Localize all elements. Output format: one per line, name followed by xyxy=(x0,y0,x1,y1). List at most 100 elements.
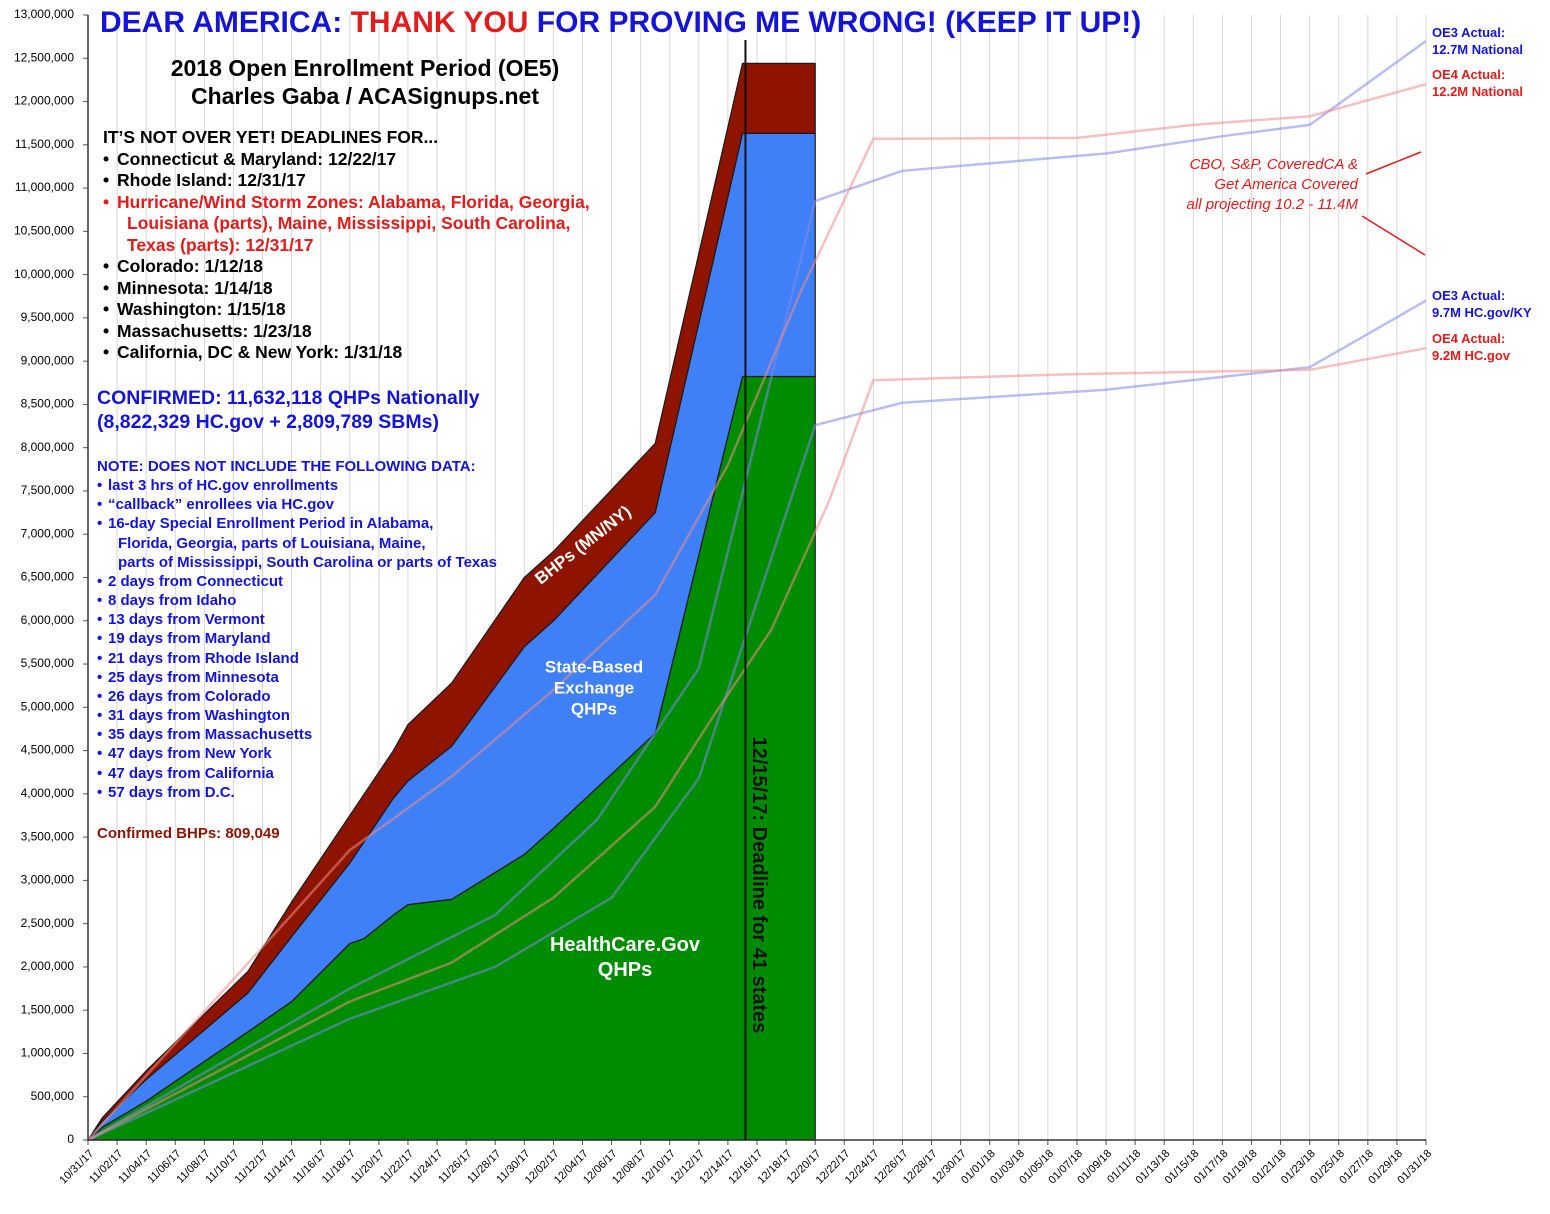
note-item: 8 days from Idaho xyxy=(97,591,497,610)
note-line: 16-day Special Enrollment Period in Alab… xyxy=(108,515,434,533)
deadline-line-text: California, DC & New York: 1/31/18 xyxy=(117,342,403,362)
y-tick-label: 4,000,000 xyxy=(21,786,75,800)
y-tick-label: 5,500,000 xyxy=(21,656,75,670)
projection-line: all projecting 10.2 - 11.4M xyxy=(1186,196,1358,213)
deadline-item: California, DC & New York: 1/31/18 xyxy=(103,342,590,364)
deadline-item: Rhode Island: 12/31/17 xyxy=(103,170,590,192)
note-line: 13 days from Vermont xyxy=(108,611,265,629)
note: NOTE: DOES NOT INCLUDE THE FOLLOWING DAT… xyxy=(97,457,497,802)
projection-line: CBO, S&P, CoveredCA & xyxy=(1189,156,1358,173)
y-tick-label: 8,500,000 xyxy=(21,397,75,411)
title-part: FOR PROVING ME WRONG! (KEEP IT UP!) xyxy=(536,6,1142,39)
line xyxy=(87,39,1427,1142)
note-item: 57 days from D.C. xyxy=(97,783,497,802)
note-item: 31 days from Washington xyxy=(97,706,497,725)
y-tick-label: 2,000,000 xyxy=(21,959,75,973)
note-line: 2 days from Connecticut xyxy=(108,572,284,590)
y-tick-label: 1,000,000 xyxy=(21,1046,75,1060)
deadline-item: Massachusetts: 1/23/18 xyxy=(103,321,590,343)
line-label: OE4 Actual: 9.2M HC.gov xyxy=(1432,330,1510,364)
deadline-item: Minnesota: 1/14/18 xyxy=(103,278,590,300)
y-tick-label: 5,000,000 xyxy=(21,699,75,713)
note-item: 2 days from Connecticut xyxy=(97,572,497,591)
line-label-line: OE4 Actual: xyxy=(1432,67,1506,82)
deadline-item: Hurricane/Wind Storm Zones: Alabama, Flo… xyxy=(103,192,590,257)
note-line: 8 days from Idaho xyxy=(108,592,237,610)
y-tick-label: 2,500,000 xyxy=(21,916,75,930)
note-line: “callback” enrollees via HC.gov xyxy=(108,496,334,514)
subtitle-line: Charles Gaba / ACASignups.net xyxy=(190,83,540,109)
y-tick-label: 11,500,000 xyxy=(15,137,74,151)
line-label: OE3 Actual: 12.7M National xyxy=(1432,24,1523,58)
line xyxy=(87,299,1427,1142)
note-line: 47 days from California xyxy=(108,764,274,782)
y-tick-label: 6,000,000 xyxy=(21,613,75,627)
deadlines: IT’S NOT OVER YET! DEADLINES FOR... Conn… xyxy=(103,127,590,364)
deadline-label: 12/15/17: Deadline for 41 states xyxy=(748,737,770,1034)
line-label-line: 12.2M National xyxy=(1432,84,1524,99)
y-tick-label: 0 xyxy=(67,1132,74,1146)
note-item: 13 days from Vermont xyxy=(97,610,497,629)
note-line: parts of Mississippi, South Carolina or … xyxy=(118,553,497,571)
note-line: last 3 hrs of HC.gov enrollments xyxy=(108,477,339,495)
y-tick-label: 7,500,000 xyxy=(21,483,75,497)
deadline-line-text: Louisiana (parts), Maine, Mississippi, S… xyxy=(127,213,571,233)
line-label-line: 9.2M HC.gov xyxy=(1432,348,1511,363)
note-line: 47 days from New York xyxy=(108,745,272,763)
y-tick-label: 13,000,000 xyxy=(14,7,74,21)
y-tick-label: 6,500,000 xyxy=(21,570,75,584)
note-item: “callback” enrollees via HC.gov xyxy=(97,495,497,514)
deadline-item: Washington: 1/15/18 xyxy=(103,299,590,321)
deadline-line-text: Washington: 1/15/18 xyxy=(117,299,286,319)
deadline-line-text: Colorado: 1/12/18 xyxy=(117,256,263,276)
y-tick-label: 7,000,000 xyxy=(21,526,75,540)
y-tick-label: 500,000 xyxy=(31,1089,75,1103)
deadline-line-text: Texas (parts): 12/31/17 xyxy=(127,234,314,255)
series-label: HealthCare.Gov QHPs xyxy=(549,934,701,981)
line-label-line: 12.7M National xyxy=(1432,42,1524,57)
projection-line: Get America Covered xyxy=(1214,176,1358,193)
y-tick-label: 9,000,000 xyxy=(21,353,75,367)
note-line: 31 days from Washington xyxy=(108,707,290,725)
note-item: 16-day Special Enrollment Period in Alab… xyxy=(97,514,497,571)
note-line: 35 days from Massachusetts xyxy=(108,726,313,744)
title-part: THANK YOU xyxy=(350,6,529,39)
line-label-line: OE3 Actual: xyxy=(1432,288,1506,303)
deadline-line-text: Rhode Island: 12/31/17 xyxy=(117,170,306,190)
y-tick-label: 9,500,000 xyxy=(21,310,75,324)
y-tick-label: 3,500,000 xyxy=(21,829,75,843)
line-label-line: OE3 Actual: xyxy=(1432,25,1506,40)
line-label: OE4 Actual: 12.2M National xyxy=(1432,66,1523,100)
subtitle-line: 2018 Open Enrollment Period (OE5) xyxy=(170,55,560,81)
line xyxy=(87,346,1427,1142)
chart-title: DEAR AMERICA: THANK YOU FOR PROVING ME WRO… xyxy=(100,6,1150,40)
y-tick-label: 4,500,000 xyxy=(21,743,75,757)
y-tick-label: 12,500,000 xyxy=(14,50,74,64)
y-tick-label: 1,500,000 xyxy=(21,1002,75,1016)
line xyxy=(87,82,1427,1141)
projection-note: CBO, S&P, CoveredCA & Get America Covere… xyxy=(1110,155,1358,215)
area xyxy=(87,62,816,1141)
line-label-line: OE4 Actual: xyxy=(1432,331,1506,346)
y-tick-label: 11,000,000 xyxy=(15,180,74,194)
note-line: 21 days from Rhode Island xyxy=(108,649,299,667)
confirmed-line: CONFIRMED: 11,632,118 QHPs Nationally xyxy=(97,387,480,409)
y-tick-label: 10,000,000 xyxy=(14,267,74,281)
deadline-line-text: Massachusetts: 1/23/18 xyxy=(117,320,312,341)
deadline-item: Connecticut & Maryland: 12/22/17 xyxy=(103,149,590,171)
deadline-line-text: Connecticut & Maryland: 12/22/17 xyxy=(117,148,397,169)
title-part: DEAR AMERICA: xyxy=(100,6,343,39)
pointer xyxy=(1361,215,1426,256)
note-item: last 3 hrs of HC.gov enrollments xyxy=(97,476,497,495)
note-line: 19 days from Maryland xyxy=(108,630,271,648)
y-tick-label: 8,000,000 xyxy=(21,440,75,454)
y-tick-label: 12,000,000 xyxy=(14,94,74,108)
series-label: State-Based Exchange QHPs xyxy=(544,657,644,719)
deadline-item: Colorado: 1/12/18 xyxy=(103,256,590,278)
confirmed-line: (8,822,329 HC.gov + 2,809,789 SBMs) xyxy=(97,411,439,433)
line-label-line: 9.7M HC.gov/KY xyxy=(1432,305,1532,320)
note-line: Florida, Georgia, parts of Louisiana, Ma… xyxy=(118,534,426,552)
line-label: OE3 Actual: 9.7M HC.gov/KY xyxy=(1432,287,1532,321)
note-line: 25 days from Minnesota xyxy=(108,668,279,686)
